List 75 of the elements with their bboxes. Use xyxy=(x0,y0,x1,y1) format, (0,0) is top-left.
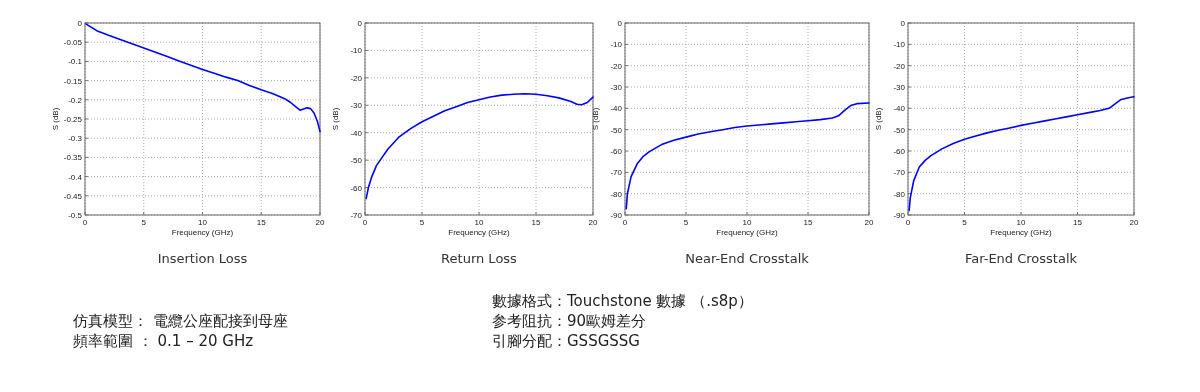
x-tick-label: 10 xyxy=(474,218,484,227)
y-tick-label: -90 xyxy=(893,211,906,220)
text: 参考阻抗：90歐姆差分 xyxy=(492,312,647,330)
x-tick-label: 10 xyxy=(742,218,752,227)
text: 引腳分配：GSSGSSG xyxy=(492,332,640,350)
y-tick-label: -0.35 xyxy=(63,153,83,163)
x-tick-label: 20 xyxy=(588,218,598,227)
y-tick-label: -60 xyxy=(610,147,623,156)
x-tick-label: 10 xyxy=(198,218,208,227)
y-tick-label: -10 xyxy=(893,40,906,50)
text: 數據格式：Touchstone 數據 （.s8p） xyxy=(492,292,753,310)
x-tick-label: 10 xyxy=(1016,218,1026,227)
x-tick-label: 15 xyxy=(531,218,541,227)
x-tick-label: 5 xyxy=(419,218,425,227)
line-series xyxy=(908,96,1135,212)
y-tick-label: -90 xyxy=(610,211,623,220)
y-tick-label: -70 xyxy=(893,168,906,178)
y-tick-label: -30 xyxy=(350,101,363,111)
text: Far-End Crosstalk xyxy=(964,251,1078,266)
y-tick-label: -0.25 xyxy=(63,115,83,124)
y-tick-label: -40 xyxy=(893,104,906,114)
y-tick-label: -60 xyxy=(893,147,906,156)
y-axis-title: S (dB) xyxy=(874,107,883,131)
y-tick-label: -70 xyxy=(350,211,363,220)
y-axis-title: S (dB) xyxy=(51,107,60,131)
x-axis-title: Frequency (GHz) xyxy=(171,228,234,237)
y-tick-label: -0.2 xyxy=(68,95,83,105)
text: Insertion Loss xyxy=(157,251,248,266)
y-tick-label: -0.05 xyxy=(63,38,83,48)
text: 頻率範圍 ： 0.1 – 20 GHz xyxy=(73,332,254,350)
y-tick-label: -0.3 xyxy=(68,134,83,144)
y-tick-label: -0.45 xyxy=(63,191,83,201)
x-tick-label: 20 xyxy=(1129,218,1139,227)
y-tick-label: -50 xyxy=(350,156,363,166)
y-tick-label: -80 xyxy=(610,189,623,199)
x-tick-label: 5 xyxy=(141,218,147,227)
x-axis-title: Frequency (GHz) xyxy=(990,228,1052,237)
text: 仿真模型： 電纜公座配接到母座 xyxy=(72,312,288,330)
x-tick-label: 15 xyxy=(803,218,813,227)
y-tick-label: 0 xyxy=(357,19,363,28)
y-tick-label: -50 xyxy=(893,125,906,135)
y-tick-label: -0.1 xyxy=(68,57,83,67)
y-tick-label: -80 xyxy=(893,189,906,199)
x-tick-label: 20 xyxy=(864,218,874,227)
y-tick-label: -10 xyxy=(350,46,363,56)
x-axis-title: Frequency (GHz) xyxy=(448,228,510,237)
text: Return Loss xyxy=(441,251,518,266)
y-tick-label: -20 xyxy=(610,61,623,71)
y-tick-label: -20 xyxy=(893,61,906,71)
y-tick-label: 0 xyxy=(77,19,83,28)
y-tick-label: -40 xyxy=(610,104,623,114)
y-tick-label: -20 xyxy=(350,73,363,83)
x-tick-label: 20 xyxy=(315,218,325,227)
y-axis-title: S (dB) xyxy=(591,107,600,131)
y-tick-label: -0.15 xyxy=(63,76,83,86)
x-tick-label: 15 xyxy=(1073,218,1083,227)
y-tick-label: 0 xyxy=(617,19,623,28)
y-tick-label: -40 xyxy=(350,128,363,138)
line-series xyxy=(625,102,870,210)
y-tick-label: -50 xyxy=(610,125,623,135)
x-axis-title: Frequency (GHz) xyxy=(716,228,778,237)
y-tick-label: -70 xyxy=(610,168,623,178)
y-tick-label: -30 xyxy=(893,83,906,92)
y-tick-label: -30 xyxy=(610,83,623,92)
y-tick-label: 0 xyxy=(900,19,906,28)
y-tick-label: -0.5 xyxy=(68,211,83,220)
line-series xyxy=(365,92,594,200)
y-tick-label: -10 xyxy=(610,40,623,50)
y-axis-title: S (dB) xyxy=(331,107,340,131)
y-tick-label: -0.4 xyxy=(68,172,83,182)
x-tick-label: 5 xyxy=(962,218,968,227)
text: Near-End Crosstalk xyxy=(685,251,810,266)
x-tick-label: 5 xyxy=(683,218,689,227)
x-tick-label: 15 xyxy=(256,218,267,227)
y-tick-label: -60 xyxy=(350,183,363,193)
